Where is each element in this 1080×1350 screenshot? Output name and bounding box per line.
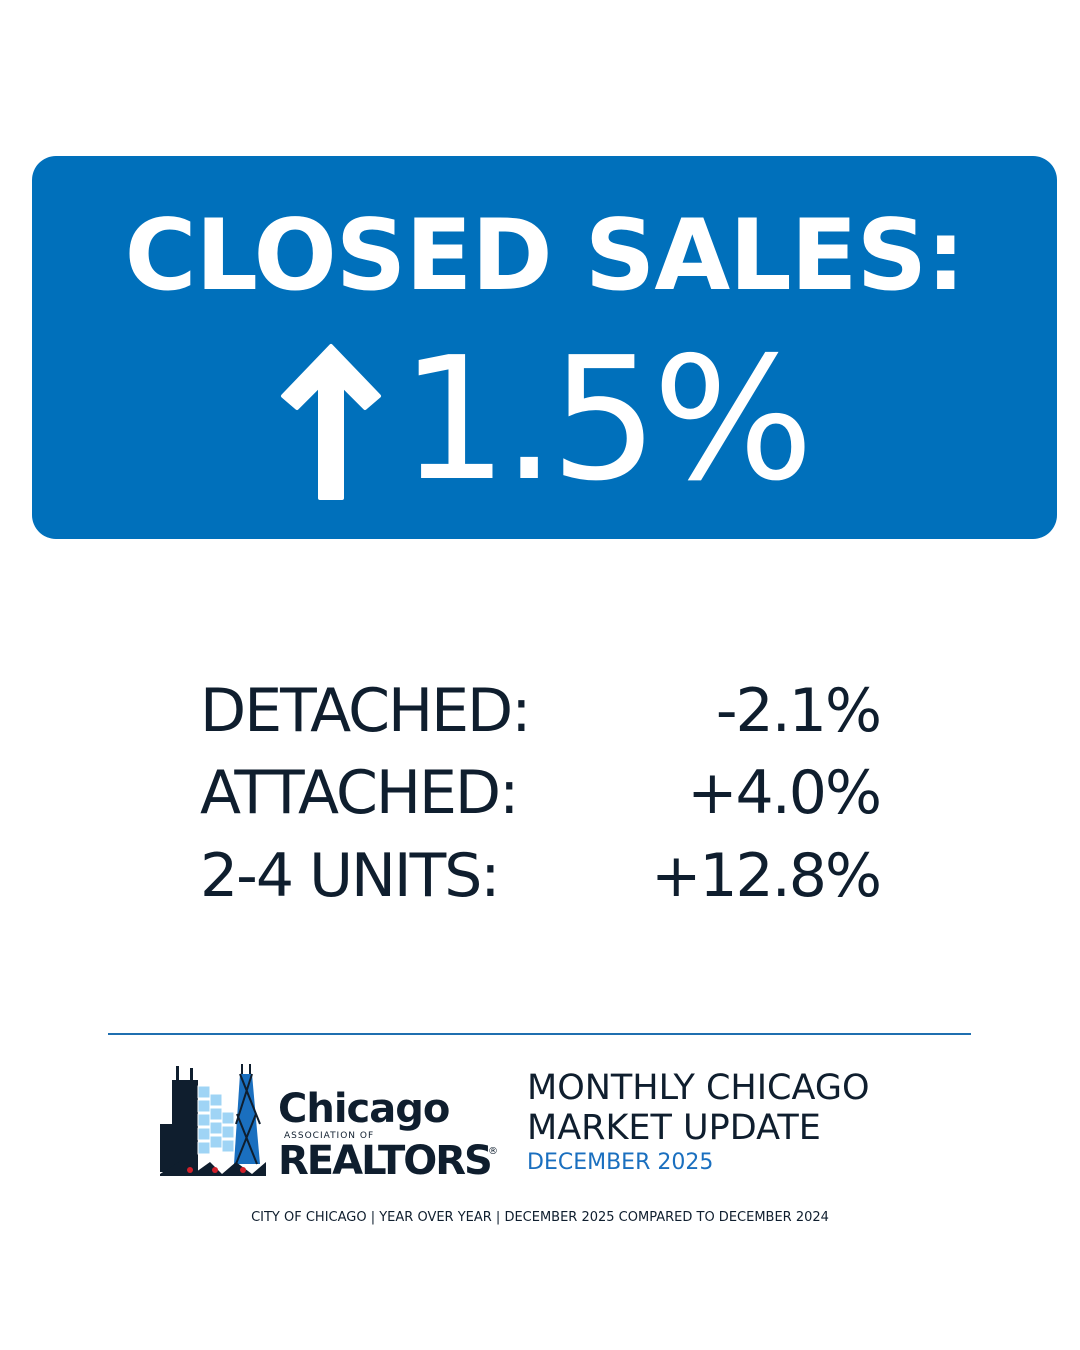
row-value: +4.0% xyxy=(687,758,882,828)
row-label: DETACHED: xyxy=(200,676,531,746)
breakdown-row: 2-4 UNITS: +12.8% xyxy=(200,835,882,917)
breakdown-row: ATTACHED: +4.0% xyxy=(200,752,882,834)
logo-name: Chicago xyxy=(278,1086,450,1132)
logo-skyline xyxy=(160,1064,266,1176)
row-label: ATTACHED: xyxy=(200,758,519,828)
update-line: MONTHLY CHICAGO xyxy=(527,1068,870,1108)
headline-change: 1.5% xyxy=(400,321,814,519)
footer-note: CITY OF CHICAGO | YEAR OVER YEAR | DECEM… xyxy=(251,1210,829,1225)
row-value: +12.8% xyxy=(651,841,882,911)
logo-brand: REALTORS xyxy=(278,1138,493,1184)
breakdown-row: DETACHED: -2.1% xyxy=(200,670,882,752)
divider xyxy=(108,1033,971,1035)
logo-tagline: ASSOCIATION OF xyxy=(284,1131,375,1141)
row-value: -2.1% xyxy=(715,676,882,746)
headline-box xyxy=(32,156,1057,539)
up-arrow xyxy=(281,344,381,500)
logo-mark: ® xyxy=(488,1146,498,1157)
headline-title: CLOSED SALES: xyxy=(124,199,966,313)
update-period: DECEMBER 2025 xyxy=(527,1150,714,1175)
row-label: 2-4 UNITS: xyxy=(200,841,501,911)
update-line: MARKET UPDATE xyxy=(527,1108,821,1148)
